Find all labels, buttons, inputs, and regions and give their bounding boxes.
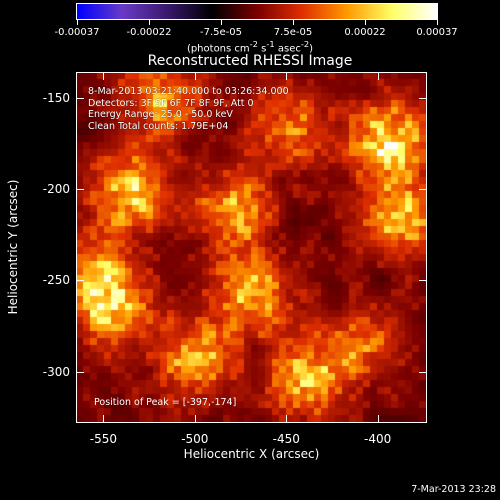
colorbar-tick-label: -0.00037 [54,27,100,38]
y-tick-right [419,371,427,373]
y-tick-label: -150 [42,90,70,105]
x-tick-label: -400 [364,432,392,446]
y-tick [76,280,84,282]
colorbar-tick-label: 7.5e-05 [273,27,313,38]
y-tick [76,189,84,190]
x-tick [194,415,196,423]
clean-counts-label: Clean Total counts: 1.79E+04 [88,120,229,132]
y-tick [76,97,84,99]
colorbar-tick [149,20,150,25]
x-tick-label: -500 [181,432,209,446]
x-tick-top [286,72,288,80]
y-axis-label: Heliocentric Y (arcsec) [6,179,20,315]
time-range-label: 8-Mar-2013 03:21:40.000 to 03:26:34.000 [88,86,289,97]
timestamp: 7-Mar-2013 23:28 [411,484,496,495]
colorbar-tick [437,20,438,25]
colorbar [76,3,438,20]
y-tick [76,371,84,373]
colorbar-units: (photons cm-2 s-1 asec-2) [186,39,314,55]
colorbar-tick-label: 0.00022 [344,27,386,38]
x-tick [286,415,288,423]
peak-position-label: Position of Peak = [-397,-174] [94,397,237,408]
detectors-label: Detectors: 3F 5F 6F 7F 8F 9F, Att 0 [88,97,254,109]
colorbar-gradient [77,4,437,19]
y-tick-right [419,97,427,99]
colorbar-tick-label: 0.00037 [416,27,458,38]
x-tick-label: -550 [89,432,118,446]
energy-range-label: Energy Range: 25.0 - 50.0 keV [88,109,233,120]
x-tick-top [377,72,379,80]
x-axis-label: Heliocentric X (arcsec) [183,447,320,461]
y-tick-label: -200 [42,182,70,196]
heatmap-image [76,72,427,423]
x-tick [377,415,379,423]
colorbar-tick [221,20,222,25]
colorbar-tick-label: -0.00022 [126,27,172,38]
y-tick-right [419,189,427,190]
y-tick-label: -300 [42,364,70,379]
colorbar-tick [293,20,294,25]
colorbar-tick-label: -7.5e-05 [200,27,242,38]
image-annotations: 8-Mar-2013 03:21:40.000 to 03:26:34.000 … [88,86,289,132]
x-tick [103,415,105,423]
plot-title: Reconstructed RHESSI Image [147,53,353,69]
y-tick-label: -250 [42,273,70,288]
colorbar-tick [365,20,366,25]
colorbar-tick [77,20,78,25]
x-tick-top [103,72,105,80]
x-tick-top [194,72,196,80]
x-tick-label: -450 [272,432,300,446]
y-tick-right [419,280,427,282]
